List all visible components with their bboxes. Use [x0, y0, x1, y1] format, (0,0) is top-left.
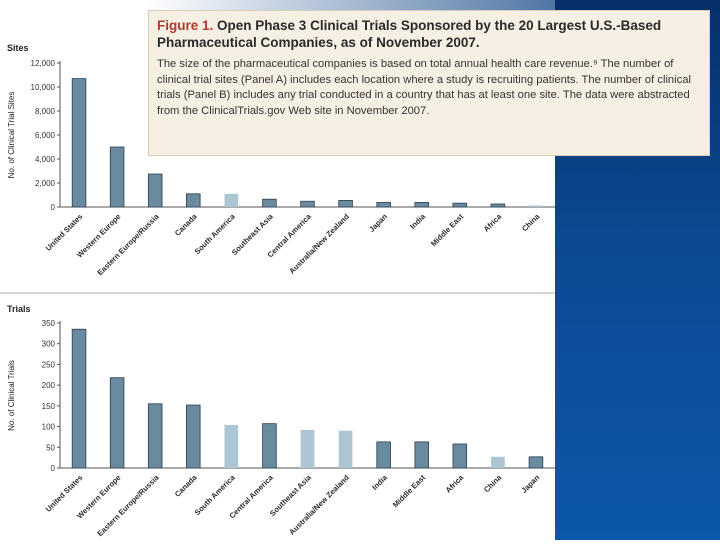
bar [338, 430, 353, 468]
bar [490, 203, 506, 208]
y-tick-label: 2,000 [35, 179, 56, 188]
y-tick-label: 300 [42, 340, 56, 349]
bar [452, 202, 468, 208]
panel-a-label: Sites [7, 43, 29, 53]
y-tick-label: 0 [51, 464, 56, 473]
y-tick-label: 8,000 [35, 107, 56, 116]
bar [491, 456, 505, 468]
charts-svg: 0 2,000 4,000 6,000 8,000 10,000 12,000 No. of … [0, 59, 555, 538]
y-tick-label: 0 [51, 203, 56, 212]
y-tick-label: 250 [42, 360, 56, 369]
y-tick-label: 50 [46, 443, 55, 452]
y-tick-label: 100 [42, 423, 56, 432]
x-tick-label: Canada [173, 473, 199, 499]
bar [300, 429, 315, 468]
y-tick-label: 150 [42, 402, 56, 411]
x-tick-label: Africa [444, 473, 466, 495]
x-tick-label: Middle East [391, 473, 428, 510]
bar [262, 198, 277, 208]
x-tick-label: Eastern Europe/Russia [95, 473, 161, 539]
y-tick-label: 12,000 [31, 59, 56, 68]
bar [376, 441, 391, 469]
bar [109, 146, 125, 208]
bar [452, 443, 468, 469]
bar [186, 193, 201, 208]
x-tick-label: Japan [367, 212, 389, 234]
bar [109, 377, 125, 469]
x-tick-label: Africa [482, 212, 504, 234]
x-tick-label: India [408, 212, 427, 231]
x-tick-label: Canada [173, 212, 199, 238]
y-tick-label: 350 [42, 319, 56, 328]
bar [147, 403, 163, 469]
chart-panel-b: 0 50 100 150 200 250 300 350 No. of Clinical Tri… [7, 319, 555, 538]
x-tick-label: Middle East [429, 212, 466, 249]
bar [224, 424, 239, 468]
bar [186, 404, 201, 469]
bar [300, 200, 315, 208]
bar [147, 173, 163, 208]
x-tick-label: Eastern Europe/Russia [95, 212, 161, 278]
bar [414, 202, 429, 208]
bar [224, 193, 239, 207]
bar [71, 328, 87, 469]
bar [529, 205, 543, 207]
caption-title: Figure 1. Open Phase 3 Clinical Trials S… [157, 17, 701, 51]
x-tick-label: United States [44, 473, 85, 514]
figure-area: Sites Trials 0 2,000 4,000 6,000 8,000 10,000… [0, 40, 555, 540]
x-tick-label: China [520, 212, 542, 234]
bar [528, 456, 544, 469]
figure-caption: Figure 1. Open Phase 3 Clinical Trials S… [148, 10, 710, 156]
x-tick-label: Japan [519, 473, 541, 495]
x-tick-label: India [370, 473, 389, 492]
figure-title: Open Phase 3 Clinical Trials Sponsored b… [157, 18, 662, 50]
y-tick-label: 6,000 [35, 131, 56, 140]
caption-body: The size of the pharmaceutical companies… [157, 58, 691, 117]
y-tick-label: 4,000 [35, 155, 56, 164]
bar [414, 441, 429, 469]
bar [338, 199, 353, 208]
panel-b-label: Trials [7, 304, 31, 314]
bar [376, 202, 391, 208]
y-tick-label: 200 [42, 381, 56, 390]
y-tick-label: 10,000 [31, 83, 56, 92]
x-tick-label: United States [44, 212, 85, 253]
bar [71, 78, 87, 208]
y-axis-label: No. of Clinical Trials [7, 360, 16, 431]
bar [262, 423, 277, 469]
x-tick-label: China [482, 473, 504, 495]
figure-label: Figure 1. [157, 18, 214, 33]
y-axis-label: No. of Clinical Trial Sites [7, 92, 16, 179]
